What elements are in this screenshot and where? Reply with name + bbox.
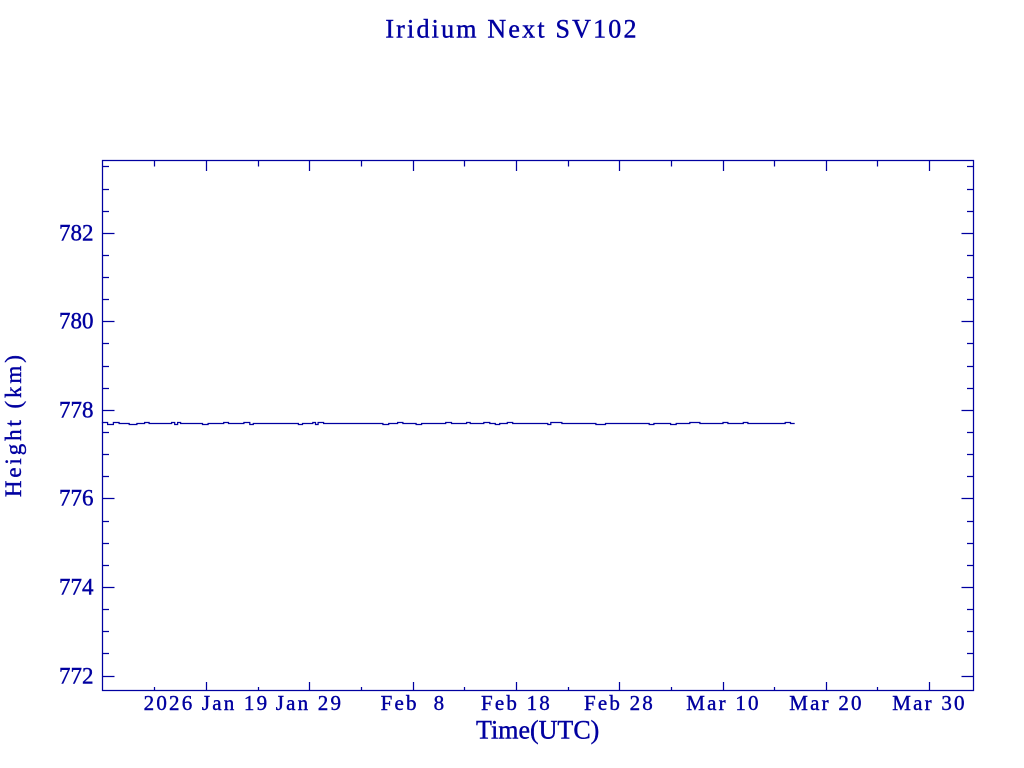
svg-text:Mar 10: Mar 10: [686, 691, 760, 715]
svg-text:2026 Jan 19: 2026 Jan 19: [144, 691, 270, 715]
svg-text:778: 778: [59, 398, 94, 423]
svg-text:Mar 30: Mar 30: [892, 691, 966, 715]
svg-text:780: 780: [59, 309, 94, 334]
svg-text:774: 774: [59, 575, 94, 600]
svg-text:Time(UTC): Time(UTC): [476, 715, 599, 744]
svg-text:772: 772: [59, 664, 94, 689]
svg-text:Mar 20: Mar 20: [789, 691, 863, 715]
svg-text:Height (km): Height (km): [1, 352, 26, 497]
svg-text:Iridium Next SV102: Iridium Next SV102: [385, 15, 638, 44]
svg-text:Feb 18: Feb 18: [481, 691, 552, 715]
svg-text:776: 776: [59, 486, 94, 511]
svg-text:782: 782: [59, 221, 94, 246]
svg-text:Feb 28: Feb 28: [584, 691, 655, 715]
svg-text:Jan 29: Jan 29: [276, 691, 343, 715]
svg-text:Feb 8: Feb 8: [381, 691, 447, 715]
